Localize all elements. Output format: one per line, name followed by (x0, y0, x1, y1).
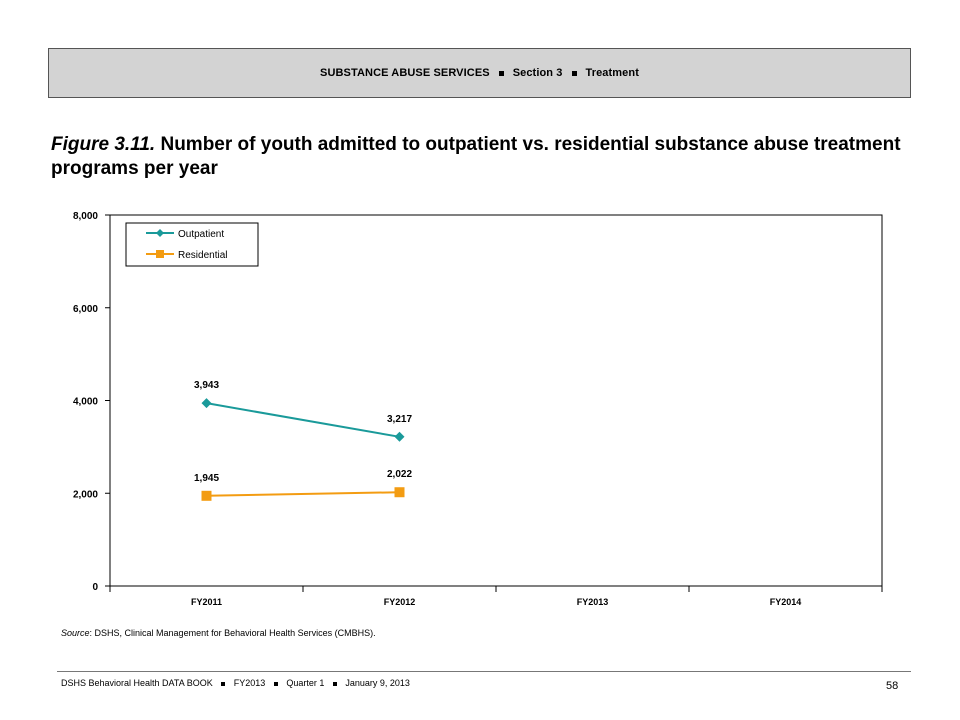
data-label-outpatient: 3,217 (387, 414, 412, 425)
legend-box (125, 222, 259, 267)
data-point-outpatient (201, 398, 212, 409)
footer-title: DSHS Behavioral Health DATA BOOK (61, 678, 213, 688)
figure-title: Figure 3.11. Number of youth admitted to… (51, 133, 911, 181)
y-tick-label: 8,000 (73, 211, 98, 222)
header-topic: Treatment (585, 67, 639, 79)
y-tick-label: 6,000 (73, 304, 98, 315)
page-number: 58 (886, 680, 899, 692)
data-label-residential: 2,022 (387, 469, 412, 480)
legend-label-outpatient: Outpatient (178, 229, 224, 240)
y-tick-label: 4,000 (73, 397, 98, 408)
footer-year: FY2013 (233, 678, 266, 688)
source-label: Source (61, 628, 90, 638)
bullet-separator (221, 681, 226, 686)
data-point-residential (201, 490, 212, 501)
x-tick-label: FY2014 (770, 597, 802, 607)
x-tick-label: FY2011 (191, 597, 222, 607)
figure-label: Figure 3.11. (51, 134, 156, 155)
y-tick-label: 2,000 (73, 489, 98, 500)
legend-label-residential: Residential (178, 250, 227, 261)
series-line-outpatient (206, 402, 400, 438)
source-text: : DSHS, Clinical Management for Behavior… (89, 628, 376, 638)
data-point-outpatient (394, 431, 405, 442)
x-tick-label: FY2012 (384, 597, 416, 607)
footer-divider (57, 671, 911, 672)
bullet-separator (332, 681, 337, 686)
data-point-residential (394, 487, 405, 498)
source-note: Source: DSHS, Clinical Management for Be… (61, 628, 376, 638)
footer: DSHS Behavioral Health DATA BOOK FY2013 … (61, 678, 410, 688)
header-title: SUBSTANCE ABUSE SERVICES (320, 67, 490, 79)
footer-quarter: Quarter 1 (286, 678, 325, 688)
plot-area (109, 214, 883, 587)
y-tick-label: 0 (92, 582, 98, 593)
footer-date: January 9, 2013 (345, 678, 410, 688)
bullet-separator (571, 70, 577, 76)
data-label-residential: 1,945 (194, 473, 219, 484)
figure-title-text: Number of youth admitted to outpatient v… (51, 134, 901, 179)
bullet-separator (273, 681, 278, 686)
legend-marker-residential (156, 250, 164, 258)
bullet-separator (498, 70, 504, 76)
data-label-outpatient: 3,943 (194, 380, 219, 391)
legend-marker-outpatient (156, 229, 164, 237)
series-line-residential (206, 491, 400, 497)
x-tick-label: FY2013 (577, 597, 609, 607)
header-section: Section 3 (512, 67, 563, 79)
section-header: SUBSTANCE ABUSE SERVICES Section 3 Treat… (48, 48, 911, 98)
